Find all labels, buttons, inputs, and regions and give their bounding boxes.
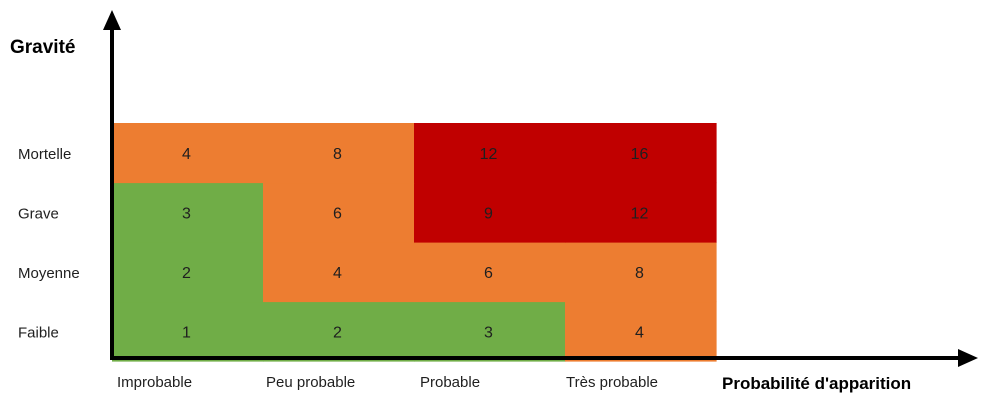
y-tick-label: Faible (18, 324, 59, 341)
x-tick-label: Peu probable (266, 374, 355, 391)
heatmap-cell (565, 301, 717, 362)
heatmap-cell (414, 123, 566, 184)
x-axis-arrow (958, 349, 978, 367)
cell-value-label: 4 (182, 146, 191, 163)
heatmap-cell (263, 242, 415, 303)
x-axis-title: Probabilité d'apparition (722, 374, 911, 393)
cell-value-label: 6 (333, 205, 342, 222)
heatmap-cell (565, 242, 717, 303)
cell-value-label: 2 (333, 324, 342, 341)
y-axis-title: Gravité (10, 37, 75, 58)
cell-value-label: 1 (182, 324, 191, 341)
y-axis-arrow (103, 10, 121, 30)
heatmap-cell (263, 301, 415, 362)
cell-value-label: 8 (333, 146, 342, 163)
heatmap-cell (263, 123, 415, 184)
heatmap-cell (565, 123, 717, 184)
heatmap-cell (565, 182, 717, 243)
heatmap-cell (263, 182, 415, 243)
cell-value-label: 2 (182, 265, 191, 282)
y-tick-label: Mortelle (18, 146, 71, 163)
cell-value-label: 3 (182, 205, 191, 222)
x-tick-label: Très probable (566, 374, 658, 391)
heatmap-cell (414, 182, 566, 243)
cell-value-label: 12 (480, 146, 498, 163)
cell-value-label: 4 (333, 265, 342, 282)
y-tick-label: Grave (18, 205, 59, 222)
cell-value-label: 9 (484, 205, 493, 222)
cell-value-label: 12 (631, 205, 649, 222)
heatmap-cell (112, 301, 264, 362)
cell-value-label: 6 (484, 265, 493, 282)
heatmap-cell (112, 242, 264, 303)
heatmap-cell (112, 123, 264, 184)
x-tick-label: Probable (420, 374, 480, 391)
y-tick-label: Moyenne (18, 265, 80, 282)
cell-value-label: 16 (631, 146, 649, 163)
x-tick-label: Improbable (117, 374, 192, 391)
heatmap-cell (414, 301, 566, 362)
heatmap-cell (414, 242, 566, 303)
heatmap-cell (112, 182, 264, 243)
cell-value-label: 3 (484, 324, 493, 341)
cell-value-label: 8 (635, 265, 644, 282)
cell-value-label: 4 (635, 324, 644, 341)
